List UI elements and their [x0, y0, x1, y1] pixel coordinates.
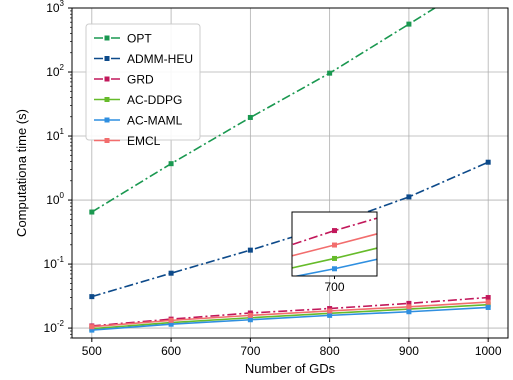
inset-data-point: [332, 255, 337, 261]
y-tick-label: 103: [46, 0, 64, 15]
legend-label: ADMM-HEU: [127, 52, 193, 66]
y-tick-label: 10-2: [44, 319, 65, 335]
data-point: [89, 324, 95, 330]
data-point: [89, 327, 95, 333]
legend-marker: [104, 117, 110, 123]
series-ac-maml: [89, 304, 491, 333]
legend-label: EMCL: [127, 134, 161, 148]
legend-label: GRD: [127, 73, 154, 87]
inset-data-point: [332, 266, 337, 272]
series-line: [91, 296, 489, 327]
y-tick-label: 102: [46, 63, 64, 79]
data-point: [406, 21, 412, 27]
data-point: [168, 270, 174, 276]
legend-marker: [104, 138, 110, 143]
data-point: [327, 70, 333, 76]
legend-item: ADMM-HEU: [94, 52, 193, 66]
data-point: [327, 308, 333, 314]
data-point: [327, 312, 333, 318]
data-point: [168, 317, 174, 323]
legend-marker: [104, 76, 110, 82]
y-axis-label: Computationa time (s): [14, 109, 29, 237]
legend-marker: [104, 35, 110, 41]
series-layer: [89, 8, 491, 333]
series-opt: [89, 8, 437, 215]
legend: OPT ADMM-HEU GRD AC-DDPG AC-MAML EMCL: [85, 23, 201, 148]
data-point: [485, 304, 491, 310]
zoom-inset: 700: [291, 211, 378, 294]
x-tick-label: 1000: [475, 344, 502, 358]
x-tick-label: 600: [161, 344, 181, 358]
data-point: [406, 309, 412, 315]
inset-tick-label: 700: [324, 280, 344, 294]
series-line: [91, 161, 489, 298]
data-point: [168, 321, 174, 327]
legend-label: OPT: [127, 32, 152, 46]
data-point: [485, 299, 491, 305]
legend-marker: [104, 97, 110, 102]
y-tick-label: 101: [46, 127, 64, 143]
data-point: [485, 295, 491, 301]
series-line: [91, 303, 489, 330]
data-point: [168, 161, 174, 167]
inset-data-point: [332, 242, 337, 248]
data-point: [247, 247, 253, 253]
legend-marker: [104, 56, 110, 61]
y-tick-label: 100: [46, 191, 64, 207]
data-point: [485, 159, 491, 165]
series-admm-heu: [89, 159, 491, 300]
data-point: [485, 302, 491, 308]
data-point: [406, 300, 412, 306]
x-tick-label: 900: [399, 344, 419, 358]
x-tick-label: 700: [240, 344, 260, 358]
legend-label: AC-DDPG: [127, 93, 182, 107]
x-axis-label: Number of GDs: [245, 361, 336, 376]
data-point: [247, 312, 253, 318]
inset-series: [292, 217, 377, 276]
inset-data-point: [332, 228, 337, 234]
plot-frame: [71, 7, 509, 339]
x-tick-label: 800: [320, 344, 340, 358]
axis-ticks: 500 600 700 800 900 1000 10-2 10-1 100 101 102 103: [44, 0, 502, 358]
data-point: [406, 304, 412, 310]
data-point: [89, 294, 95, 300]
x-tick-label: 500: [82, 344, 102, 358]
legend-label: AC-MAML: [127, 114, 183, 128]
data-point: [406, 194, 412, 200]
legend-item: OPT: [94, 32, 152, 46]
series-emcl: [89, 299, 491, 330]
data-point: [247, 114, 253, 120]
y-tick-label: 10-1: [44, 255, 65, 271]
series-line: [91, 306, 489, 331]
legend-box: [85, 23, 201, 141]
data-point: [89, 209, 95, 215]
legend-item: GRD: [94, 73, 154, 87]
data-point: [247, 317, 253, 323]
series-ac-ddpg: [89, 302, 491, 332]
series-line: [91, 301, 489, 328]
legend-item: EMCL: [94, 134, 161, 148]
legend-item: AC-MAML: [94, 114, 183, 128]
legend-item: AC-DDPG: [94, 93, 182, 107]
